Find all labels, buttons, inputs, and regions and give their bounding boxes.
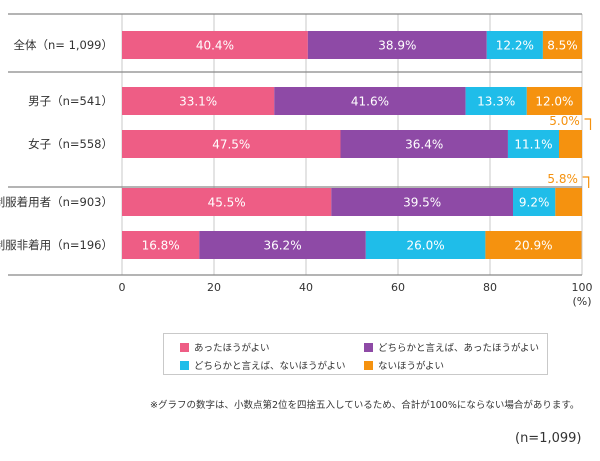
data-label-4-2: 26.0% <box>407 239 445 253</box>
data-label-3-0: 45.5% <box>208 196 246 210</box>
legend-swatch-2 <box>364 342 373 352</box>
data-label-2-3: 5.0% <box>549 114 580 128</box>
bar-4-3 <box>485 231 582 259</box>
bar-0-2 <box>486 31 543 59</box>
legend-swatch-1 <box>180 342 189 352</box>
legend-swatch-3 <box>180 360 189 370</box>
bar-0-1 <box>307 31 487 59</box>
x-tick-4: 80 <box>483 281 497 294</box>
bar-3-3 <box>555 188 582 216</box>
legend-swatch-4 <box>364 360 373 370</box>
data-label-4-1: 36.2% <box>263 239 301 253</box>
data-label-4-0: 16.8% <box>142 239 180 253</box>
x-tick-0: 0 <box>119 281 126 294</box>
bar-3-0 <box>122 188 332 216</box>
x-tick-2: 40 <box>299 281 313 294</box>
bar-1-0 <box>122 87 275 115</box>
legend-label-3: どちらかと言えば、ないほうがよい <box>194 361 346 372</box>
data-label-0-0: 40.4% <box>196 39 234 53</box>
bar-4-0 <box>122 231 200 259</box>
legend-item-2: どちらかと言えば、あったほうがよい <box>364 340 539 354</box>
bar-0-3 <box>542 31 582 59</box>
bar-1-1 <box>274 87 466 115</box>
bar-2-0 <box>122 130 341 158</box>
data-label-1-3: 12.0% <box>535 95 573 109</box>
category-label-2: 女子（n=558） <box>28 137 113 151</box>
legend-label-2: どちらかと言えば、あったほうがよい <box>378 343 540 354</box>
category-label-0: 全体（n= 1,099） <box>13 38 113 52</box>
legend-label-4: ないほうがよい <box>378 361 445 372</box>
x-tick-5: 100 <box>572 281 593 294</box>
data-label-3-2: 9.2% <box>519 196 550 210</box>
bar-1-3 <box>526 87 582 115</box>
legend: あったほうがよい どちらかと言えば、あったほうがよい どちらかと言えば、ないほう… <box>163 333 548 375</box>
callout-line-3-3 <box>582 176 590 188</box>
x-tick-1: 20 <box>207 281 221 294</box>
stacked-bar-chart: 全体（n= 1,099） 40.4% 38.9% 12.2% 8.5% 男子（n=541）… <box>0 13 593 308</box>
bar-4-2 <box>365 231 486 259</box>
bar-2-1 <box>340 130 508 158</box>
bar-2-3 <box>559 130 582 158</box>
data-label-3-3: 5.8% <box>547 172 578 186</box>
bar-0-0 <box>122 31 308 59</box>
legend-item-3: どちらかと言えば、ないほうがよい <box>180 358 346 372</box>
data-label-0-2: 12.2% <box>496 39 534 53</box>
legend-item-4: ないほうがよい <box>364 358 444 372</box>
data-label-2-2: 11.1% <box>514 138 552 152</box>
bar-3-1 <box>331 188 513 216</box>
bar-4-1 <box>199 231 366 259</box>
category-label-4: 制服非着用（n=196） <box>0 238 113 252</box>
bar-3-2 <box>513 188 556 216</box>
sample-size: (n=1,099) <box>515 431 582 446</box>
data-label-1-2: 13.3% <box>477 95 515 109</box>
category-label-3: 制服着用者（n=903） <box>0 195 113 209</box>
data-label-2-1: 36.4% <box>405 138 443 152</box>
x-unit-label: (%) <box>572 295 591 308</box>
legend-label-1: あったほうがよい <box>194 343 270 354</box>
data-label-1-0: 33.1% <box>179 95 217 109</box>
bar-2-2 <box>507 130 559 158</box>
x-tick-3: 60 <box>391 281 405 294</box>
data-label-0-3: 8.5% <box>547 39 578 53</box>
bar-1-2 <box>465 87 527 115</box>
category-label-1: 男子（n=541） <box>28 94 113 108</box>
data-label-2-0: 47.5% <box>212 138 250 152</box>
data-label-4-3: 20.9% <box>514 239 552 253</box>
legend-item-1: あったほうがよい <box>180 340 270 354</box>
footnote: ※グラフの数字は、小数点第2位を四捨五入しているため、合計が100%にならない場… <box>150 400 580 411</box>
callout-line-2-3 <box>584 118 592 130</box>
data-label-0-1: 38.9% <box>378 39 416 53</box>
data-label-3-1: 39.5% <box>403 196 441 210</box>
data-label-1-1: 41.6% <box>351 95 389 109</box>
